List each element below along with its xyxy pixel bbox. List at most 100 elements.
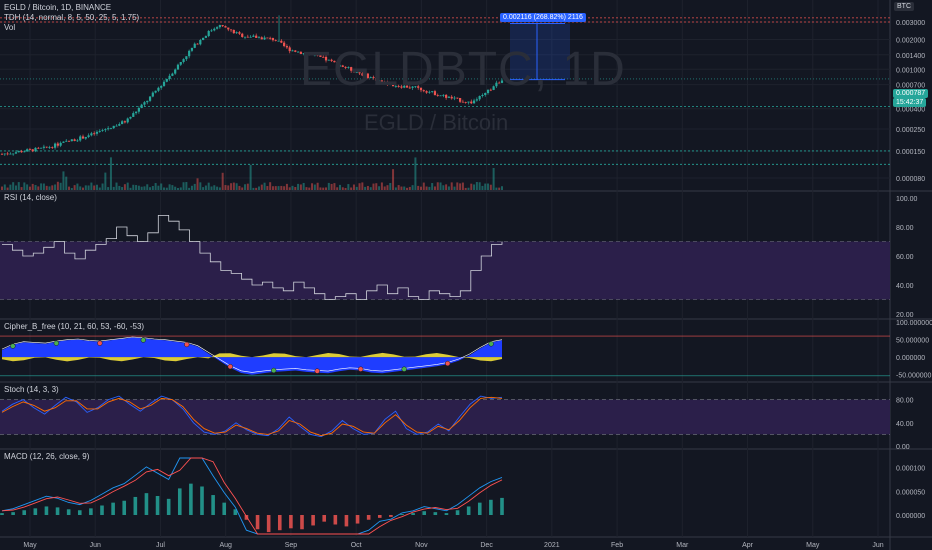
volume-bar <box>411 185 414 190</box>
volume-bar <box>168 184 171 190</box>
cipher-dot <box>97 340 103 346</box>
volume-bar <box>204 185 207 190</box>
macd-hist-bar <box>33 508 38 515</box>
volume-bar <box>232 182 235 190</box>
volume-bar <box>14 185 17 190</box>
candle <box>140 104 143 108</box>
macd-label[interactable]: MACD (12, 26, close, 9) <box>4 452 90 461</box>
rsi-label[interactable]: RSI (14, close) <box>4 193 57 202</box>
volume-bar <box>375 183 378 190</box>
candle <box>302 53 305 54</box>
volume-bar <box>380 182 383 190</box>
candle <box>495 82 498 87</box>
candle <box>372 77 375 78</box>
volume-bar <box>487 183 490 190</box>
candle <box>101 130 104 131</box>
currency-badge[interactable]: BTC <box>894 2 914 11</box>
volume-bar <box>266 186 269 190</box>
candle <box>285 46 289 48</box>
volume-bar <box>40 183 43 190</box>
volume-bar <box>163 187 166 190</box>
candle <box>394 86 397 87</box>
tdh-indicator-label[interactable]: TDH (14, normal, 8, 5, 50, 25, 5, 1.75) <box>4 13 140 22</box>
volume-label[interactable]: Vol <box>4 23 16 32</box>
cipher-dot <box>401 366 407 372</box>
macd-hist-bar <box>366 515 371 520</box>
candle <box>352 70 356 73</box>
volume-bar <box>366 185 369 190</box>
price-axis-tick: 0.000080 <box>896 176 925 183</box>
candle <box>383 81 386 83</box>
volume-bar <box>160 183 163 190</box>
cipher-dot <box>140 337 146 343</box>
candle <box>283 42 286 47</box>
candle <box>227 27 230 30</box>
volume-bar <box>115 182 118 190</box>
candle <box>196 43 199 45</box>
macd-hist-bar <box>11 512 15 515</box>
volume-bar <box>299 184 302 190</box>
volume-bar <box>51 185 54 190</box>
macd-hist-bar <box>55 507 60 515</box>
volume-bar <box>31 183 34 190</box>
candle <box>143 102 146 105</box>
volume-bar <box>478 182 481 190</box>
candle <box>341 65 344 67</box>
volume-bar <box>121 187 124 190</box>
volume-bar <box>330 183 333 190</box>
candle <box>322 56 325 58</box>
volume-bar <box>238 185 241 190</box>
macd-hist-bar <box>500 497 504 515</box>
stoch-label[interactable]: Stoch (14, 3, 3) <box>4 385 59 394</box>
price-time-badge: 15:42:37 <box>893 98 927 107</box>
volume-bar <box>196 178 199 190</box>
candle <box>0 153 4 155</box>
symbol-title[interactable]: EGLD / Bitcoin, 1D, BINANCE <box>4 3 112 12</box>
candle <box>215 27 219 29</box>
volume-bar <box>244 184 247 190</box>
candle <box>9 153 12 155</box>
time-axis-label: Mar <box>676 542 689 549</box>
volume-bar <box>302 182 305 190</box>
cipher-label[interactable]: Cipher_B_free (10, 21, 60, 53, -60, -53) <box>4 322 145 331</box>
macd-hist-bar <box>44 506 49 515</box>
volume-bar <box>442 185 445 190</box>
volume-bar <box>123 184 126 190</box>
volume-bar <box>445 184 448 190</box>
volume-bar <box>95 184 98 190</box>
time-axis-label: Dec <box>480 542 493 549</box>
candle <box>171 73 174 76</box>
candle <box>232 29 235 34</box>
candle <box>229 29 233 31</box>
volume-bar <box>241 187 244 190</box>
candle <box>95 131 99 134</box>
macd-hist-bar <box>277 515 282 531</box>
candle <box>45 146 48 148</box>
volume-bar <box>341 187 344 190</box>
cipher-vwap <box>2 352 502 362</box>
volume-bar <box>305 187 308 190</box>
macd-hist-bar <box>255 515 260 530</box>
volume-bar <box>386 185 389 190</box>
volume-bar <box>336 187 339 190</box>
candle <box>366 73 370 78</box>
candle <box>241 33 244 37</box>
candle <box>316 54 319 56</box>
volume-bar <box>26 184 29 190</box>
rsi-axis-tick: 60.00 <box>896 254 914 261</box>
candle <box>472 100 476 104</box>
candle <box>107 128 110 130</box>
candle <box>51 147 54 148</box>
volume-bar <box>358 183 361 190</box>
macd-hist-bar <box>411 513 415 515</box>
time-axis-label: Aug <box>219 542 232 549</box>
volume-bar <box>190 185 193 190</box>
volume-bar <box>263 182 266 190</box>
volume-bar <box>308 187 311 190</box>
candle <box>269 37 272 39</box>
candle <box>313 54 316 56</box>
candle <box>299 51 302 54</box>
volume-bar <box>417 185 420 190</box>
cipher-dot <box>227 363 233 370</box>
